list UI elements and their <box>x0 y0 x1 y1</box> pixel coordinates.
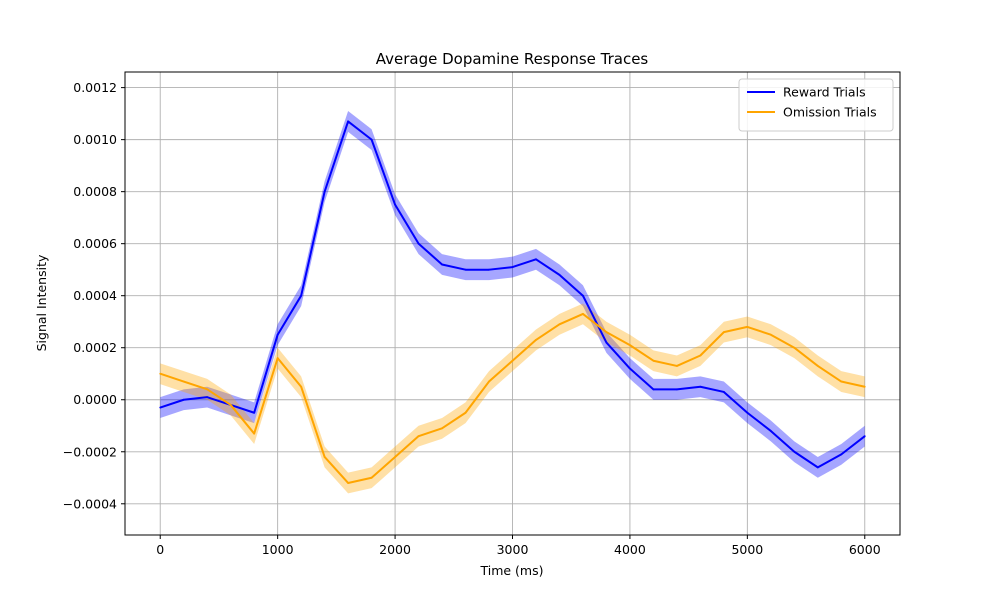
y-tick-label: 0.0012 <box>73 80 117 95</box>
reward-trials-point <box>722 391 725 393</box>
y-tick-label: −0.0002 <box>63 444 117 459</box>
omission-trials-point <box>370 476 373 479</box>
x-tick-label: 3000 <box>497 542 529 557</box>
omission-trials-point <box>816 365 819 367</box>
y-tick-label: 0.0002 <box>73 340 117 355</box>
reward-trials-point <box>417 242 420 245</box>
reward-trials-point <box>276 333 279 336</box>
reward-trials-point <box>182 398 185 401</box>
x-tick-label: 0 <box>156 542 164 557</box>
x-tick-label: 1000 <box>262 542 294 557</box>
omission-trials-point <box>159 372 162 375</box>
reward-trials-point <box>840 453 843 456</box>
reward-trials-point <box>629 367 631 370</box>
omission-trials-point <box>769 333 772 336</box>
reward-trials-point <box>769 430 772 432</box>
omission-trials-point <box>840 380 843 383</box>
omission-trials-point <box>746 326 749 328</box>
omission-trials-point <box>629 344 631 347</box>
omission-trials-point <box>863 385 866 388</box>
omission-trials-error-band <box>160 303 865 494</box>
omission-trials-point <box>394 456 396 458</box>
omission-trials-point <box>722 331 725 334</box>
x-tick-label: 6000 <box>849 542 881 557</box>
reward-trials-legend-label: Reward Trials <box>783 85 866 100</box>
y-tick-label: 0.0006 <box>73 236 117 251</box>
y-tick-label: 0.0008 <box>73 184 117 199</box>
reward-trials-point <box>863 435 866 438</box>
reward-trials-point <box>605 341 608 344</box>
reward-trials-point <box>558 273 561 276</box>
reward-trials-point <box>441 263 443 266</box>
omission-trials-legend-label: Omission Trials <box>783 105 877 120</box>
reward-trials-point <box>206 396 209 399</box>
reward-trials-point <box>394 203 396 206</box>
omission-trials-point <box>699 354 702 357</box>
omission-trials-point <box>511 359 514 362</box>
x-tick-label: 2000 <box>379 542 411 557</box>
reward-trials-point <box>488 268 490 271</box>
omission-trials-point <box>652 359 655 362</box>
omission-trials-point <box>441 427 443 430</box>
omission-trials-point <box>347 482 350 484</box>
reward-trials-point <box>159 406 162 409</box>
legend: Reward Trials Omission Trials <box>738 78 894 132</box>
reward-trials-point <box>347 120 350 123</box>
omission-trials-point <box>182 380 185 383</box>
y-tick-label: 0.0010 <box>73 132 117 147</box>
reward-trials-point <box>793 450 796 453</box>
omission-trials-point <box>417 435 420 438</box>
omission-trials-point <box>276 357 279 360</box>
omission-trials-point <box>675 365 678 367</box>
omission-trials-point <box>229 404 232 406</box>
omission-trials-point <box>605 331 608 334</box>
omission-trials-point <box>535 339 537 341</box>
omission-trials-point <box>206 388 209 391</box>
y-axis-label: Signal Intensity <box>34 254 49 351</box>
error-bands <box>160 111 865 494</box>
series-lines <box>159 120 866 484</box>
legend-box <box>738 78 894 132</box>
omission-trials-point <box>488 380 490 383</box>
y-tick-label: 0.0000 <box>73 392 117 407</box>
omission-trials-point <box>793 346 796 349</box>
omission-trials-point <box>253 432 256 435</box>
reward-trials-point <box>464 268 467 271</box>
omission-trials-point <box>464 411 467 414</box>
omission-trials-point <box>582 313 584 315</box>
reward-trials-point <box>582 294 584 297</box>
reward-trials-point <box>675 388 678 391</box>
reward-trials-point <box>746 411 749 414</box>
reward-trials-point <box>300 294 303 297</box>
axis-ticks: 0 1000 2000 3000 4000 5000 6000 −0.0004 −0.0002 0… <box>63 80 881 557</box>
y-tick-label: −0.0004 <box>63 496 117 511</box>
reward-trials-point <box>816 466 819 469</box>
x-tick-label: 4000 <box>614 542 646 557</box>
reward-trials-point <box>323 190 326 193</box>
reward-trials-point <box>535 258 537 261</box>
chart-title: Average Dopamine Response Traces <box>376 50 649 68</box>
reward-trials-error-band <box>160 111 865 478</box>
omission-trials-point <box>300 385 303 388</box>
reward-trials-point <box>652 388 655 391</box>
x-axis-label: Time (ms) <box>479 563 543 578</box>
reward-trials-point <box>699 385 702 388</box>
reward-trials-point <box>370 138 373 141</box>
x-tick-label: 5000 <box>731 542 763 557</box>
reward-trials-point <box>511 266 514 268</box>
omission-trials-point <box>558 323 561 326</box>
y-tick-label: 0.0004 <box>73 288 117 303</box>
omission-trials-point <box>323 456 326 458</box>
grid <box>125 72 900 535</box>
reward-trials-point <box>253 411 256 414</box>
